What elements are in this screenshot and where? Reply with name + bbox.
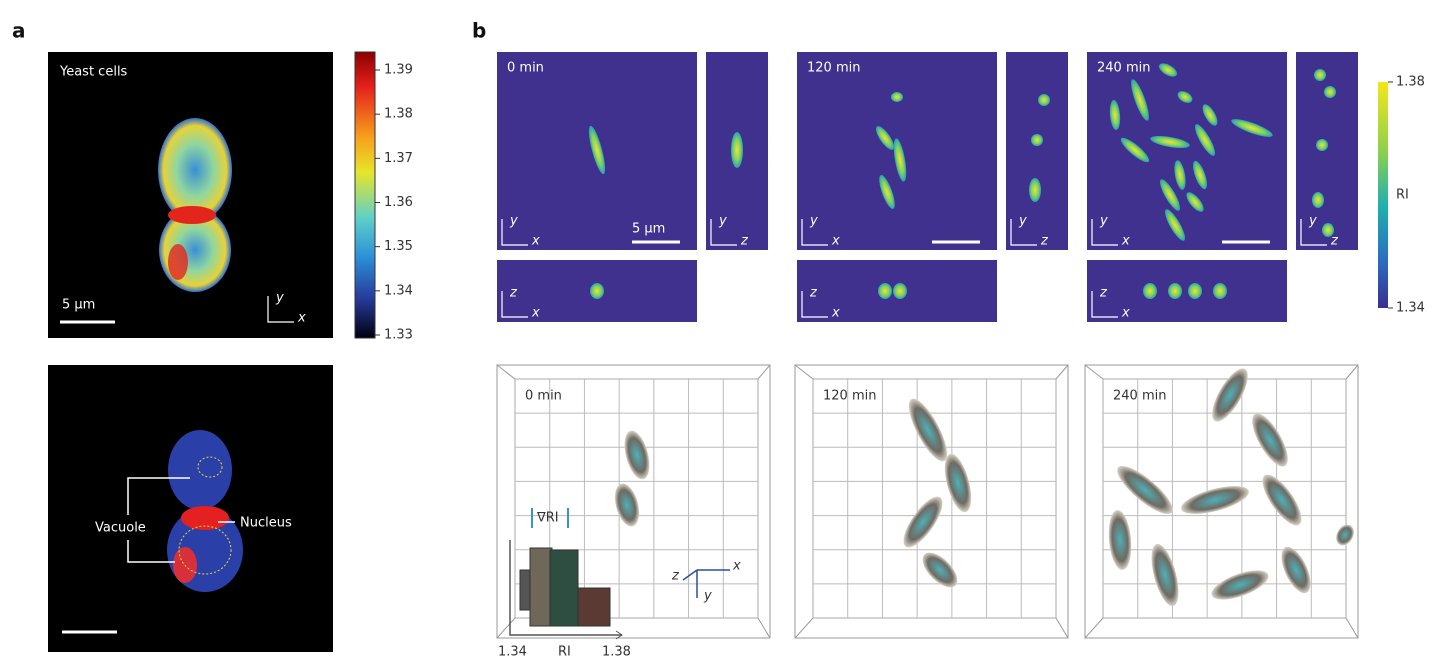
label: x — [531, 234, 540, 249]
label: 1.34 — [498, 645, 527, 660]
label: z — [671, 569, 680, 584]
label: a — [12, 19, 26, 43]
label: z — [1040, 234, 1049, 249]
bacterium — [1168, 283, 1182, 299]
label: Nucleus — [240, 516, 292, 531]
label: RI — [558, 645, 571, 660]
label: y — [275, 291, 284, 306]
bacterium — [731, 132, 743, 168]
label: y — [1018, 214, 1027, 229]
label: 0 min — [507, 61, 544, 76]
bacterium — [878, 283, 892, 299]
label: 0 min — [525, 389, 562, 404]
bacterium — [1029, 178, 1041, 202]
bacterium — [590, 283, 604, 299]
label: z — [1099, 286, 1108, 301]
label: Yeast cells — [59, 65, 128, 80]
label: y — [1099, 214, 1108, 229]
inset-bar — [530, 548, 552, 626]
label: 1.36 — [384, 195, 413, 210]
label: 1.38 — [1396, 75, 1425, 90]
label: 1.37 — [384, 151, 413, 166]
label: x — [831, 306, 840, 321]
colorbar — [1378, 82, 1388, 308]
label: z — [509, 286, 518, 301]
label: 5 µm — [62, 298, 95, 313]
label: z — [1330, 234, 1339, 249]
label: x — [1121, 234, 1130, 249]
label: x — [1121, 306, 1130, 321]
yz-view — [1006, 52, 1068, 250]
bacterium — [1188, 283, 1202, 299]
label: 1.34 — [384, 283, 413, 298]
xy-view — [1087, 52, 1287, 250]
bacterium — [1312, 192, 1324, 208]
bacterium — [1314, 69, 1326, 81]
label: x — [531, 306, 540, 321]
label: z — [740, 234, 749, 249]
label: 120 min — [823, 389, 876, 404]
bacterium — [1143, 283, 1157, 299]
label: 240 min — [1097, 61, 1150, 76]
organelle — [168, 244, 188, 280]
label: y — [809, 214, 818, 229]
label: 120 min — [807, 61, 860, 76]
organelle — [168, 206, 216, 224]
colorbar — [355, 52, 375, 338]
label: x — [732, 559, 741, 574]
xz-view — [1087, 260, 1287, 322]
label: 1.34 — [1396, 301, 1425, 316]
label: Vacuole — [95, 521, 146, 536]
bacterium — [1038, 94, 1050, 106]
bacterium — [1324, 86, 1336, 98]
label: RI — [1396, 188, 1409, 203]
label: 1.33 — [384, 328, 413, 343]
label: y — [703, 589, 712, 604]
label: x — [297, 311, 306, 326]
inset-bar — [550, 550, 578, 626]
label: 240 min — [1113, 389, 1166, 404]
label: ∇RI — [536, 511, 559, 526]
yz-view — [1296, 52, 1358, 250]
label: x — [831, 234, 840, 249]
inset-bar — [578, 588, 610, 626]
label: 1.38 — [602, 645, 631, 660]
label: y — [1308, 214, 1317, 229]
label: 1.38 — [384, 107, 413, 122]
figure: aYeast cells5 µmyx1.391.381.371.361.351.… — [0, 0, 1433, 661]
bacterium — [1031, 134, 1043, 146]
label: 5 µm — [632, 222, 665, 237]
label: 1.35 — [384, 239, 413, 254]
label: z — [809, 286, 818, 301]
label: y — [509, 214, 518, 229]
label: y — [718, 214, 727, 229]
bacterium — [1316, 139, 1328, 151]
cell — [168, 430, 232, 510]
label: b — [472, 19, 486, 43]
label: 1.39 — [384, 63, 413, 78]
bacterium — [891, 92, 903, 102]
bacterium — [1213, 283, 1227, 299]
bacterium — [893, 283, 907, 299]
